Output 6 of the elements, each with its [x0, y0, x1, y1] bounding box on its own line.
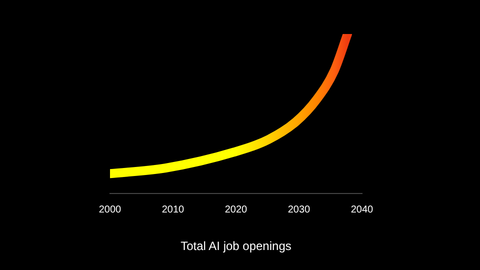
x-tick-label: 2040: [350, 204, 374, 216]
x-axis-title: Total AI job openings: [180, 239, 292, 254]
x-tick-label: 2010: [162, 204, 185, 216]
x-tick-label: 2020: [224, 204, 248, 216]
x-tick-label: 2000: [98, 204, 122, 216]
x-tick-label: 2030: [288, 204, 311, 216]
